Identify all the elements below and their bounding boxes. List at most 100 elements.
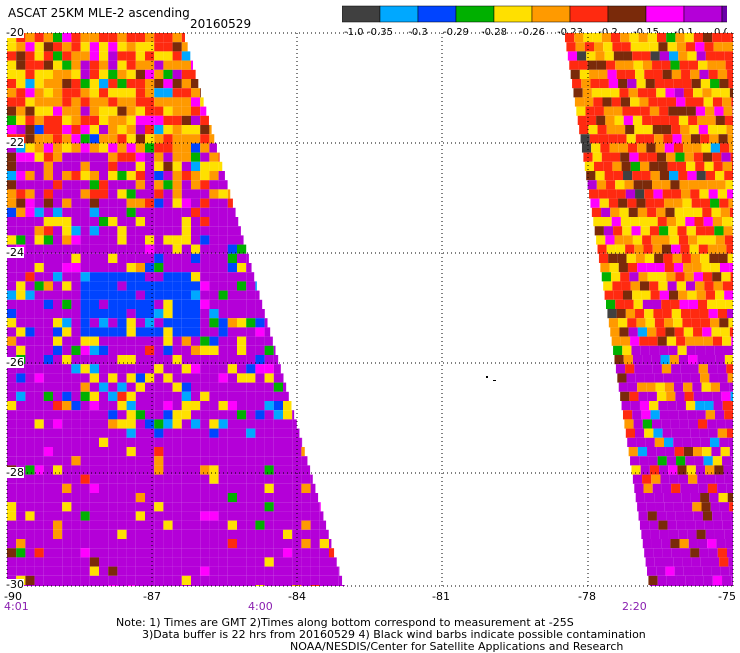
swath-cell <box>145 33 154 42</box>
swath-cell <box>714 162 723 171</box>
swath-cell <box>145 392 154 401</box>
swath-cell <box>283 530 292 539</box>
swath-cell <box>163 33 172 42</box>
swath-cell <box>680 300 689 309</box>
swath-cell <box>722 576 731 585</box>
swath-cell <box>117 346 126 355</box>
swath-cell <box>81 327 90 336</box>
swath-cell <box>53 419 62 428</box>
swath-cell <box>127 383 136 392</box>
swath-cell <box>145 134 154 143</box>
swath-cell <box>81 456 90 465</box>
swath-cell <box>651 530 660 539</box>
swath-cell <box>90 429 99 438</box>
swath-cell <box>255 373 264 382</box>
swath-cell <box>255 447 264 456</box>
swath-cell <box>182 125 191 134</box>
swath-cell <box>25 171 34 180</box>
swath-cell <box>53 134 62 143</box>
swath-cell <box>219 153 220 162</box>
swath-cell <box>255 521 264 530</box>
swath-cell <box>283 567 292 576</box>
swath-cell <box>173 70 182 79</box>
swath-cell <box>681 70 690 79</box>
swath-cell <box>715 51 724 60</box>
swath-cell <box>191 254 200 263</box>
swath-cell <box>656 88 665 97</box>
swath-cell <box>163 392 172 401</box>
swath-cell <box>724 530 733 539</box>
swath-cell <box>182 153 191 162</box>
swath-cell <box>713 97 722 106</box>
swath-cell <box>668 162 677 171</box>
swath-cell <box>657 272 666 281</box>
swath-cell <box>721 153 730 162</box>
swath-cell <box>292 511 301 520</box>
swath-cell <box>7 272 16 281</box>
swath-cell <box>145 346 154 355</box>
swath-cell <box>652 61 661 70</box>
swath-cell <box>90 235 99 244</box>
swath-cell <box>108 364 117 373</box>
swath-cell <box>654 254 663 263</box>
swath-cell <box>586 51 595 60</box>
swath-cell <box>655 199 664 208</box>
swath-cell <box>228 300 237 309</box>
swath-cell <box>108 281 117 290</box>
swath-cell <box>621 337 630 346</box>
swath-cell <box>154 346 163 355</box>
swath-cell <box>173 300 182 309</box>
swath-cell <box>703 153 712 162</box>
swath-cell <box>191 530 200 539</box>
swath-cell <box>661 180 670 189</box>
swath-cell <box>246 502 255 511</box>
swath-cell <box>219 410 228 419</box>
swath-cell <box>571 70 580 79</box>
swath-cell <box>660 410 669 419</box>
swath-cell <box>127 70 136 79</box>
swath-cell <box>44 456 53 465</box>
swath-cell <box>697 116 706 125</box>
swath-cell <box>16 548 25 557</box>
swath-cell <box>99 272 108 281</box>
swath-cell <box>723 42 732 51</box>
swath-cell <box>7 557 16 566</box>
swath-cell <box>35 530 44 539</box>
swath-cell <box>99 199 108 208</box>
swath-cell <box>670 419 679 428</box>
swath-cell <box>565 33 574 42</box>
swath-cell <box>191 199 200 208</box>
swath-cell <box>712 392 721 401</box>
swath-cell <box>81 272 90 281</box>
swath-cell <box>724 291 733 300</box>
swath-cell <box>7 107 16 116</box>
swath-cell <box>200 419 209 428</box>
swath-cell <box>90 33 99 42</box>
swath-cell <box>679 475 688 484</box>
swath-cell <box>154 447 163 456</box>
swath-cell <box>673 557 682 566</box>
swath-cell <box>209 199 218 208</box>
swath-cell <box>274 576 283 585</box>
swath-cell <box>219 245 228 254</box>
swath-cell <box>682 134 691 143</box>
swath-cell <box>237 530 246 539</box>
swath-cell <box>656 327 665 336</box>
swath-cell <box>320 567 329 576</box>
swath-cell <box>81 189 90 198</box>
swath-cell <box>35 438 44 447</box>
swath-cell <box>219 419 228 428</box>
swath-cell <box>209 530 218 539</box>
swath-cell <box>145 539 154 548</box>
swath-cell <box>667 97 676 106</box>
swath-cell <box>658 401 667 410</box>
swath-cell <box>136 530 145 539</box>
swath-cell <box>619 88 628 97</box>
swath-cell <box>598 125 607 134</box>
swath-cell <box>163 530 172 539</box>
swath-cell <box>633 475 642 484</box>
swath-cell <box>613 107 622 116</box>
swath-cell <box>638 447 647 456</box>
swath-cell <box>25 337 34 346</box>
swath-cell <box>603 281 612 290</box>
